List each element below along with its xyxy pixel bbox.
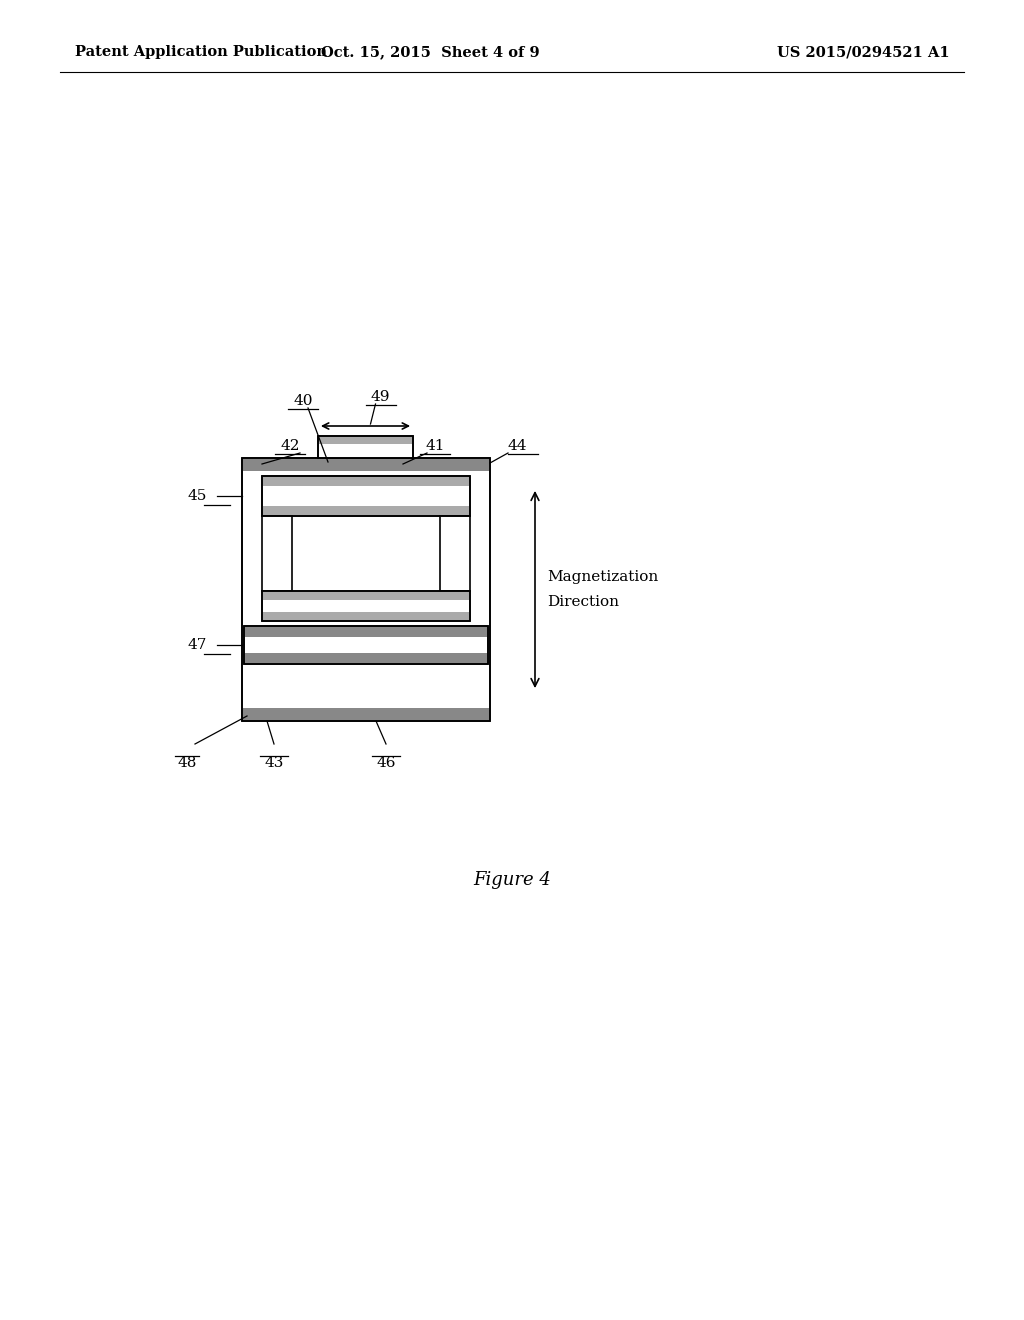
Text: 44: 44 [508, 440, 527, 453]
Bar [262, 591, 470, 620]
Text: 49: 49 [371, 389, 390, 404]
Bar [263, 477, 469, 486]
Text: Direction: Direction [547, 594, 618, 609]
Bar [262, 477, 470, 516]
Text: 41: 41 [425, 440, 444, 453]
Text: US 2015/0294521 A1: US 2015/0294521 A1 [777, 45, 950, 59]
Bar [243, 459, 489, 471]
Bar [262, 477, 470, 516]
Bar [245, 653, 487, 663]
Text: Magnetization: Magnetization [547, 570, 658, 585]
Bar [318, 436, 413, 458]
Text: Oct. 15, 2015  Sheet 4 of 9: Oct. 15, 2015 Sheet 4 of 9 [321, 45, 540, 59]
Bar [243, 708, 489, 719]
Text: 43: 43 [264, 756, 284, 770]
Text: Figure 4: Figure 4 [473, 871, 551, 888]
Bar [242, 458, 490, 721]
Bar [319, 437, 412, 444]
Text: Patent Application Publication: Patent Application Publication [75, 45, 327, 59]
Bar [440, 516, 470, 591]
Text: 40: 40 [293, 393, 312, 408]
Text: 45: 45 [187, 488, 207, 503]
Text: 46: 46 [376, 756, 395, 770]
Bar [263, 591, 469, 601]
Text: 47: 47 [187, 638, 207, 652]
Text: 48: 48 [177, 756, 197, 770]
Bar [242, 458, 490, 721]
Text: 42: 42 [281, 440, 300, 453]
Bar [245, 627, 487, 638]
Bar [244, 626, 488, 664]
Bar [263, 612, 469, 620]
Bar [244, 626, 488, 664]
Bar [263, 506, 469, 515]
Bar [318, 436, 413, 458]
Bar [262, 516, 292, 591]
Bar [262, 591, 470, 620]
